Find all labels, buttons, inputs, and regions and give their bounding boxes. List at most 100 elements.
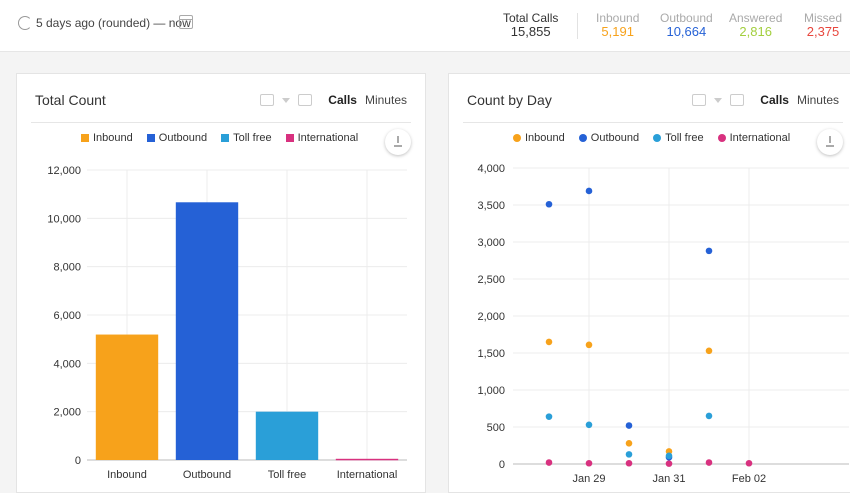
stat-total-calls: Total Calls 15,855	[503, 11, 558, 39]
data-point	[705, 412, 713, 420]
data-point	[585, 187, 593, 195]
stat-answered: Answered 2,816	[729, 11, 782, 39]
x-tick-label: Inbound	[107, 469, 147, 481]
x-tick-label: Outbound	[183, 469, 231, 481]
legend-swatch	[717, 134, 726, 142]
legend-swatch	[221, 134, 230, 142]
legend-item-outbound[interactable]: Outbound	[146, 132, 208, 144]
calendar-icon[interactable]	[179, 15, 193, 29]
data-point	[625, 422, 633, 429]
legend-item-outbound[interactable]: Outbound	[578, 132, 640, 144]
stat-value: 15,855	[510, 24, 551, 39]
stat-label: Inbound	[596, 11, 640, 25]
legend-item-inbound[interactable]: Inbound	[513, 132, 565, 144]
x-tick-label: Jan 29	[572, 473, 605, 485]
bar	[95, 334, 159, 460]
count-by-day-panel: Count by Day Calls Minutes Inbound Outbo…	[448, 73, 850, 493]
stat-inbound: Inbound 5,191	[596, 11, 639, 39]
legend-label: Toll free	[233, 132, 272, 144]
expand-icon[interactable]	[730, 94, 745, 106]
scatter-chart: 0 500 1,000 1,500 2,000 2,500 3,000 3,500 4,000 J…	[477, 163, 849, 485]
data-point	[545, 338, 553, 346]
y-tick-label: 3,000	[477, 237, 505, 249]
stat-label: Answered	[729, 11, 783, 25]
panel-title: Total Count	[35, 92, 106, 108]
stat-value: 2,375	[806, 24, 840, 39]
chart-legend: Inbound Outbound Toll free International	[513, 132, 790, 144]
y-tick-label: 1,000	[477, 385, 505, 397]
stat-value: 10,664	[666, 24, 707, 39]
data-point	[585, 459, 593, 467]
legend-item-inbound[interactable]: Inbound	[81, 132, 133, 144]
legend-swatch	[146, 134, 155, 142]
y-tick-label: 1,500	[477, 348, 505, 360]
legend-label: Inbound	[93, 132, 133, 144]
tab-calls[interactable]: Calls	[328, 93, 357, 107]
x-tick-label: Toll free	[268, 469, 307, 481]
data-point	[585, 421, 593, 429]
data-point	[545, 459, 553, 466]
legend-label: Outbound	[158, 132, 208, 144]
y-tick-label: 8,000	[53, 262, 81, 274]
data-point	[585, 341, 593, 349]
data-point	[545, 200, 553, 208]
time-range[interactable]: 5 days ago (rounded) — now	[36, 16, 191, 30]
legend-swatch	[81, 134, 89, 142]
y-tick-label: 6,000	[53, 310, 81, 322]
legend-swatch	[513, 134, 521, 142]
bar	[175, 202, 239, 460]
total-count-panel: Total Count Calls Minutes Inbound Outbou…	[16, 73, 426, 493]
panel-tools: Calls Minutes	[260, 93, 407, 107]
stat-label: Outbound	[660, 11, 713, 25]
y-tick-label: 4,000	[477, 163, 505, 175]
chevron-down-icon[interactable]	[714, 97, 723, 103]
data-point	[625, 459, 633, 467]
expand-icon[interactable]	[298, 94, 313, 106]
stat-divider	[577, 13, 578, 39]
legend-label: Toll free	[665, 132, 704, 144]
legend-item-toll-free[interactable]: Toll free	[221, 132, 272, 144]
divider	[463, 122, 843, 123]
legend-item-international[interactable]: International	[717, 132, 791, 144]
panel-title: Count by Day	[467, 92, 552, 108]
y-tick-label: 2,500	[477, 274, 505, 286]
download-button[interactable]	[817, 129, 843, 155]
download-button[interactable]	[385, 129, 411, 155]
stat-missed: Missed 2,375	[804, 11, 842, 39]
data-point	[665, 452, 673, 460]
top-bar: 5 days ago (rounded) — now Total Calls 1…	[0, 0, 850, 52]
data-point	[625, 451, 633, 458]
bar-chart: 0 2,000 4,000 6,000 8,000 10,000 12,000 Inbound…	[47, 165, 407, 481]
data-point	[665, 460, 673, 467]
refresh-icon[interactable]	[18, 16, 32, 30]
data-point	[745, 459, 753, 467]
data-point	[705, 247, 713, 255]
bar-chart-icon[interactable]	[260, 94, 275, 106]
legend-label: International	[729, 132, 791, 144]
y-tick-label: 0	[75, 455, 81, 467]
legend-swatch	[285, 134, 294, 142]
y-tick-label: 2,000	[53, 407, 81, 419]
tab-minutes[interactable]: Minutes	[364, 93, 407, 107]
scatter-chart-icon[interactable]	[692, 94, 707, 106]
chevron-down-icon[interactable]	[282, 97, 291, 103]
legend-item-toll-free[interactable]: Toll free	[653, 132, 704, 144]
x-tick-label: International	[337, 469, 398, 481]
y-tick-label: 500	[487, 422, 505, 434]
data-point	[705, 459, 713, 466]
bar	[255, 411, 319, 460]
stat-label: Missed	[804, 11, 843, 25]
legend-label: International	[297, 132, 359, 144]
stat-value: 2,816	[739, 24, 772, 39]
y-tick-label: 3,500	[477, 200, 505, 212]
data-point	[545, 413, 553, 420]
y-tick-label: 10,000	[47, 213, 81, 225]
legend-item-international[interactable]: International	[285, 132, 359, 144]
y-tick-label: 12,000	[47, 165, 81, 177]
x-tick-label: Feb 02	[732, 473, 766, 485]
panel-tools: Calls Minutes	[692, 93, 839, 107]
data-point	[705, 347, 713, 355]
tab-calls[interactable]: Calls	[760, 93, 789, 107]
legend-label: Outbound	[590, 132, 640, 144]
tab-minutes[interactable]: Minutes	[796, 93, 839, 107]
